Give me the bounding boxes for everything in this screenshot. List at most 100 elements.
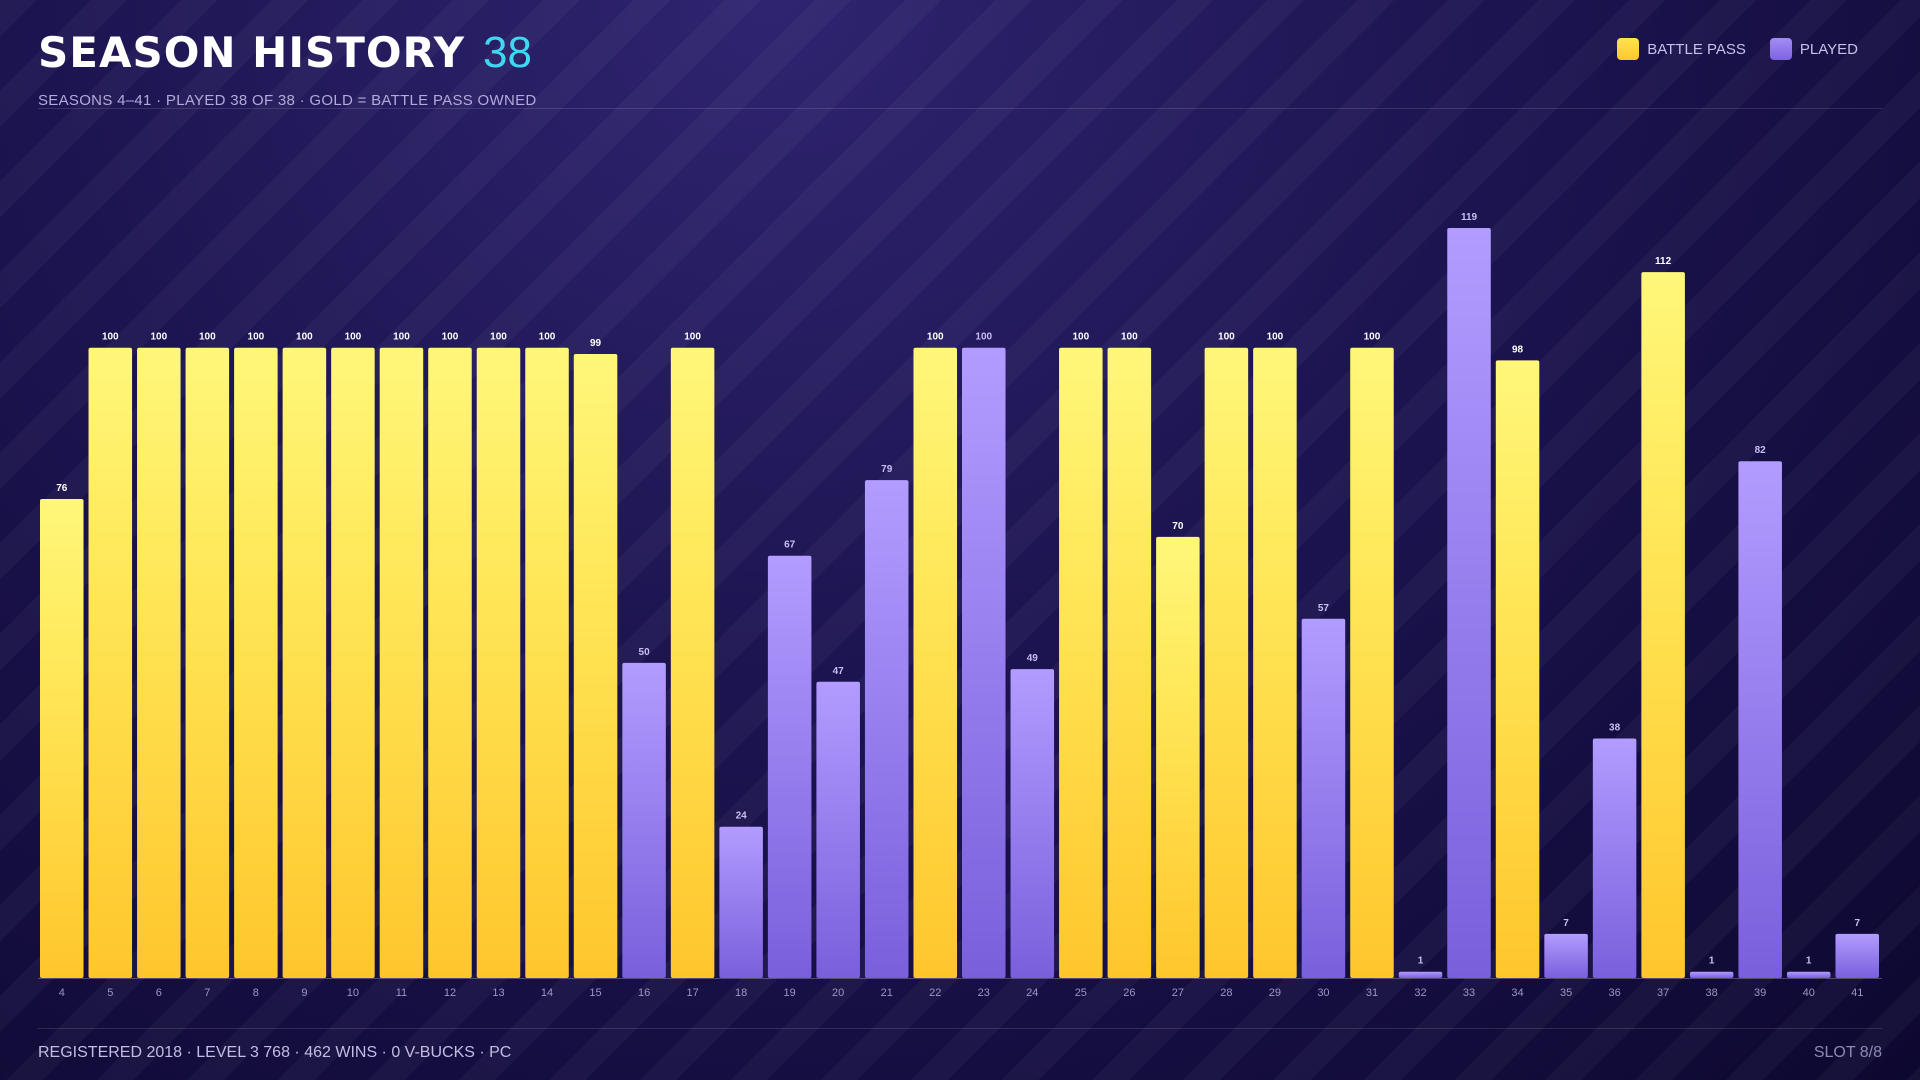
played-bar-21 xyxy=(864,480,909,978)
bar-value-label: 7 xyxy=(1563,918,1569,929)
played-bar-23 xyxy=(962,347,1006,978)
legend-swatch-played xyxy=(1769,38,1792,60)
bar-value-label: 119 xyxy=(1461,212,1478,223)
battle-pass-bar-28 xyxy=(1204,347,1249,978)
bar-value-label: 100 xyxy=(684,332,701,343)
played-bar-35 xyxy=(1544,933,1588,978)
battle-pass-bar-11 xyxy=(379,347,424,978)
played-bar-24 xyxy=(1010,669,1055,978)
x-tick-label: 30 xyxy=(1317,987,1329,999)
x-tick-label: 26 xyxy=(1123,987,1135,999)
bar-value-label: 47 xyxy=(833,666,845,677)
x-tick-label: 14 xyxy=(541,987,553,999)
bar-value-label: 82 xyxy=(1755,445,1767,456)
x-tick-label: 27 xyxy=(1172,987,1184,999)
battle-pass-bar-22 xyxy=(913,347,957,978)
played-bar-40 xyxy=(1786,971,1831,978)
bar-value-label: 100 xyxy=(393,332,410,343)
page-title: SEASON HISTORY xyxy=(38,28,466,77)
x-tick-label: 12 xyxy=(444,987,456,999)
battle-pass-bar-8 xyxy=(234,347,278,978)
x-tick-label: 24 xyxy=(1026,987,1038,999)
x-tick-label: 41 xyxy=(1851,987,1863,999)
bar-value-label: 100 xyxy=(1072,332,1089,343)
x-tick-label: 20 xyxy=(832,987,844,999)
bar-value-label: 100 xyxy=(1364,332,1381,343)
bar-value-label: 57 xyxy=(1318,603,1330,614)
x-tick-label: 8 xyxy=(253,987,259,999)
battle-pass-bar-6 xyxy=(137,347,181,978)
battle-pass-bar-27 xyxy=(1156,536,1200,978)
played-bar-19 xyxy=(767,555,812,978)
battle-pass-bar-26 xyxy=(1107,347,1152,978)
bar-value-label: 100 xyxy=(1267,332,1284,343)
played-bar-41 xyxy=(1835,933,1879,978)
x-tick-label: 32 xyxy=(1414,987,1426,999)
bar-value-label: 100 xyxy=(1218,332,1235,343)
x-tick-label: 35 xyxy=(1560,987,1572,999)
bar-value-label: 1 xyxy=(1806,956,1812,967)
x-tick-label: 36 xyxy=(1608,987,1620,999)
played-bar-18 xyxy=(719,826,763,978)
x-tick-label: 17 xyxy=(686,987,698,999)
bar-value-label: 76 xyxy=(56,483,68,494)
played-bar-32 xyxy=(1398,971,1443,978)
bar-value-label: 100 xyxy=(1121,332,1138,343)
x-tick-label: 34 xyxy=(1511,987,1523,999)
battle-pass-bar-31 xyxy=(1350,347,1394,978)
played-bar-30 xyxy=(1301,618,1346,978)
x-tick-label: 7 xyxy=(204,987,210,999)
x-tick-label: 22 xyxy=(929,987,941,999)
x-tick-label: 16 xyxy=(638,987,650,999)
bar-value-label: 99 xyxy=(590,338,602,349)
battle-pass-bar-34 xyxy=(1495,360,1540,979)
battle-pass-bar-29 xyxy=(1253,347,1297,978)
battle-pass-bar-10 xyxy=(331,347,375,978)
battle-pass-bar-17 xyxy=(670,347,715,978)
x-tick-label: 19 xyxy=(784,987,796,999)
battle-pass-bar-4 xyxy=(40,499,84,978)
bar-value-label: 67 xyxy=(784,540,796,551)
x-tick-label: 29 xyxy=(1269,987,1281,999)
x-tick-label: 11 xyxy=(396,987,407,999)
x-tick-label: 13 xyxy=(492,987,504,999)
battle-pass-bar-13 xyxy=(476,347,521,978)
battle-pass-bar-9 xyxy=(282,347,327,978)
played-bar-16 xyxy=(622,662,666,978)
bar-value-label: 100 xyxy=(442,332,459,343)
bar-value-label: 100 xyxy=(296,332,313,343)
bar-value-label: 50 xyxy=(639,647,651,658)
bar-value-label: 7 xyxy=(1854,918,1860,929)
page-subtitle: SEASONS 4–41 · PLAYED 38 OF 38 · GOLD = … xyxy=(38,92,537,109)
bar-value-label: 100 xyxy=(199,332,216,343)
legend-label-battle-pass: BATTLE PASS xyxy=(1647,40,1746,58)
legend-item-battle-pass: BATTLE PASS xyxy=(1617,38,1746,60)
legend-label-played: PLAYED xyxy=(1799,40,1858,58)
bar-value-label: 100 xyxy=(102,332,119,343)
x-tick-label: 21 xyxy=(881,987,893,999)
x-tick-label: 4 xyxy=(59,987,65,999)
bar-value-label: 100 xyxy=(539,332,556,343)
bar-value-label: 100 xyxy=(150,332,167,343)
played-bar-38 xyxy=(1689,971,1734,978)
page-header: SEASON HISTORY 38 xyxy=(38,28,532,78)
battle-pass-bar-37 xyxy=(1641,272,1685,978)
played-bar-39 xyxy=(1738,461,1782,979)
battle-pass-bar-15 xyxy=(573,354,618,978)
bar-value-label: 100 xyxy=(975,332,992,343)
bar-value-label: 1 xyxy=(1418,956,1424,967)
x-tick-label: 39 xyxy=(1754,987,1766,999)
bar-value-label: 49 xyxy=(1027,653,1039,664)
x-tick-label: 25 xyxy=(1075,987,1087,999)
battle-pass-bar-25 xyxy=(1059,347,1103,978)
x-tick-label: 9 xyxy=(301,987,307,999)
x-tick-label: 40 xyxy=(1803,987,1815,999)
bar-value-label: 79 xyxy=(881,464,893,475)
slot-indicator: SLOT 8/8 xyxy=(1813,1044,1882,1061)
footer-divider xyxy=(38,1028,1882,1029)
bar-value-label: 100 xyxy=(345,332,362,343)
legend-swatch-battle-pass xyxy=(1617,38,1640,60)
x-tick-label: 5 xyxy=(107,987,113,999)
bar-value-label: 1 xyxy=(1709,956,1715,967)
profile-summary: REGISTERED 2018 · LEVEL 3 768 · 462 WINS… xyxy=(38,1044,512,1061)
